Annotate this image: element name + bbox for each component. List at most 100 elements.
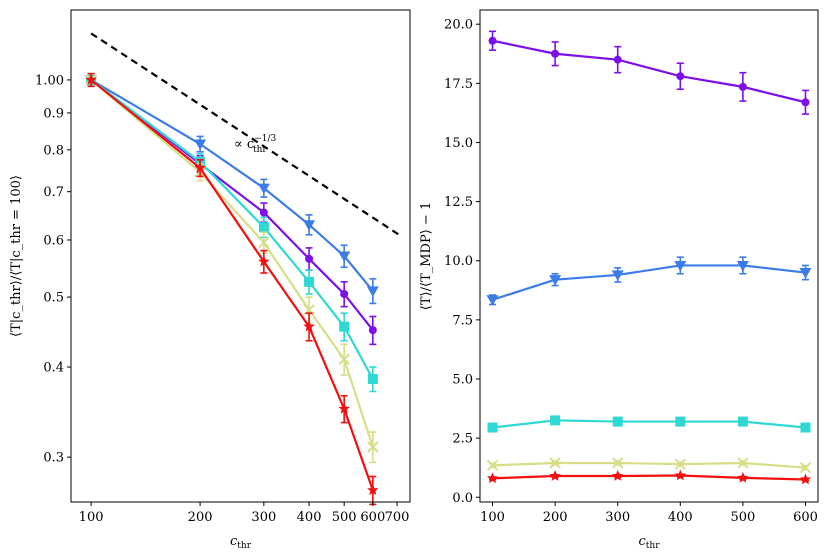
x-tick-label: 700 <box>385 510 410 525</box>
data-point <box>194 139 207 151</box>
slope-annotation: ∝ c−1/3 thr <box>234 134 277 155</box>
data-point <box>303 220 316 231</box>
series-line <box>90 78 374 292</box>
data-point <box>258 236 270 249</box>
data-point <box>675 416 686 427</box>
data-point <box>737 471 749 483</box>
axes-frame <box>479 9 819 503</box>
y-tick-label: 0.7 <box>43 185 64 200</box>
y-tick-label: 0.5 <box>43 291 64 306</box>
y-tick-label: 7.5 <box>452 313 473 328</box>
data-point <box>488 36 497 45</box>
data-point <box>368 326 377 335</box>
data-point <box>366 286 379 297</box>
axes-frame <box>70 9 411 503</box>
x-tick-label: 600 <box>360 510 385 525</box>
x-tick-label: 500 <box>730 510 755 525</box>
series-3 <box>85 72 379 464</box>
data-point <box>85 73 97 85</box>
series-line <box>492 419 806 429</box>
x-tick-label: 300 <box>251 510 276 525</box>
data-point <box>549 457 561 469</box>
data-point <box>257 183 270 195</box>
data-point <box>305 254 314 263</box>
data-point <box>340 289 349 298</box>
series-0 <box>85 72 379 305</box>
y-tick-label: 1.00 <box>35 73 64 88</box>
y-axis-label: ⟨T⟩/⟨T_MDP⟩ − 1 <box>419 202 434 310</box>
series-2 <box>487 415 811 433</box>
x-tick-label: 400 <box>668 510 693 525</box>
data-point <box>551 49 560 58</box>
series-1 <box>486 256 812 306</box>
series-0 <box>488 30 810 115</box>
y-tick-label: 15.0 <box>444 136 473 151</box>
series-line <box>90 79 374 491</box>
series-line <box>90 79 374 448</box>
data-point <box>612 416 623 427</box>
data-point <box>338 251 351 263</box>
x-tick-label: 100 <box>79 510 104 525</box>
data-point <box>611 270 624 281</box>
y-axis-label: ⟨T|c_thr⟩/⟨T|c_thr = 100⟩ <box>9 175 24 337</box>
series-3 <box>486 457 812 474</box>
data-point <box>613 55 622 64</box>
data-point <box>611 457 624 469</box>
series-line <box>492 474 806 481</box>
y-tick-label: 5.0 <box>452 373 473 388</box>
right-chart-panel: 100 200 300 400 500 600 0.0 2.5 5.0 7.5 10.0 12.5 15… <box>419 9 819 551</box>
y-tick-label: 0.3 <box>43 451 64 466</box>
data-point <box>367 484 379 496</box>
series-line <box>90 79 374 331</box>
y-tick-label: 10.0 <box>444 254 473 269</box>
left-chart-panel: 100 200 300 400 500 600 700 0.3 0.4 0.5 0.6 0.7 0.8 0… <box>9 9 411 551</box>
reference-line <box>90 32 403 238</box>
x-tick-label: 500 <box>332 510 357 525</box>
data-point <box>259 208 268 217</box>
data-point <box>674 469 686 481</box>
data-point <box>799 268 812 279</box>
data-point <box>674 260 687 272</box>
data-point <box>612 469 624 481</box>
data-point <box>486 459 499 472</box>
data-point <box>737 457 749 469</box>
x-tick-label: 600 <box>793 510 818 525</box>
data-point <box>486 472 499 484</box>
series-line <box>492 264 806 301</box>
data-point <box>194 161 206 173</box>
data-point <box>549 275 562 286</box>
data-point <box>801 98 810 107</box>
series-line <box>90 79 374 380</box>
series-line <box>492 461 806 469</box>
data-point <box>486 295 499 306</box>
y-tick-label: 20.0 <box>444 18 473 33</box>
data-point <box>367 373 378 384</box>
data-point <box>367 441 379 453</box>
y-tick-label: 17.5 <box>444 77 473 92</box>
data-point <box>338 353 350 365</box>
data-point <box>549 469 561 481</box>
data-point <box>304 276 315 287</box>
series-4 <box>486 469 812 485</box>
y-tick-label: 2.5 <box>452 432 473 447</box>
data-point <box>303 320 315 332</box>
data-point <box>800 422 811 433</box>
data-point <box>737 416 748 427</box>
data-point <box>799 461 812 474</box>
data-point <box>487 422 498 433</box>
x-axis-label: cthr <box>230 534 252 551</box>
data-point <box>738 82 747 91</box>
y-tick-label: 0.8 <box>43 143 64 158</box>
y-tick-label: 0.4 <box>43 361 64 376</box>
x-tick-label: 200 <box>188 510 213 525</box>
data-point <box>799 473 812 485</box>
data-point <box>550 415 561 426</box>
data-point <box>338 402 350 414</box>
series-4 <box>85 72 379 506</box>
y-tick-label: 0.9 <box>43 106 64 121</box>
data-point <box>339 321 350 332</box>
data-point <box>258 222 269 233</box>
data-point <box>674 458 687 470</box>
y-tick-label: 0.0 <box>452 491 473 506</box>
